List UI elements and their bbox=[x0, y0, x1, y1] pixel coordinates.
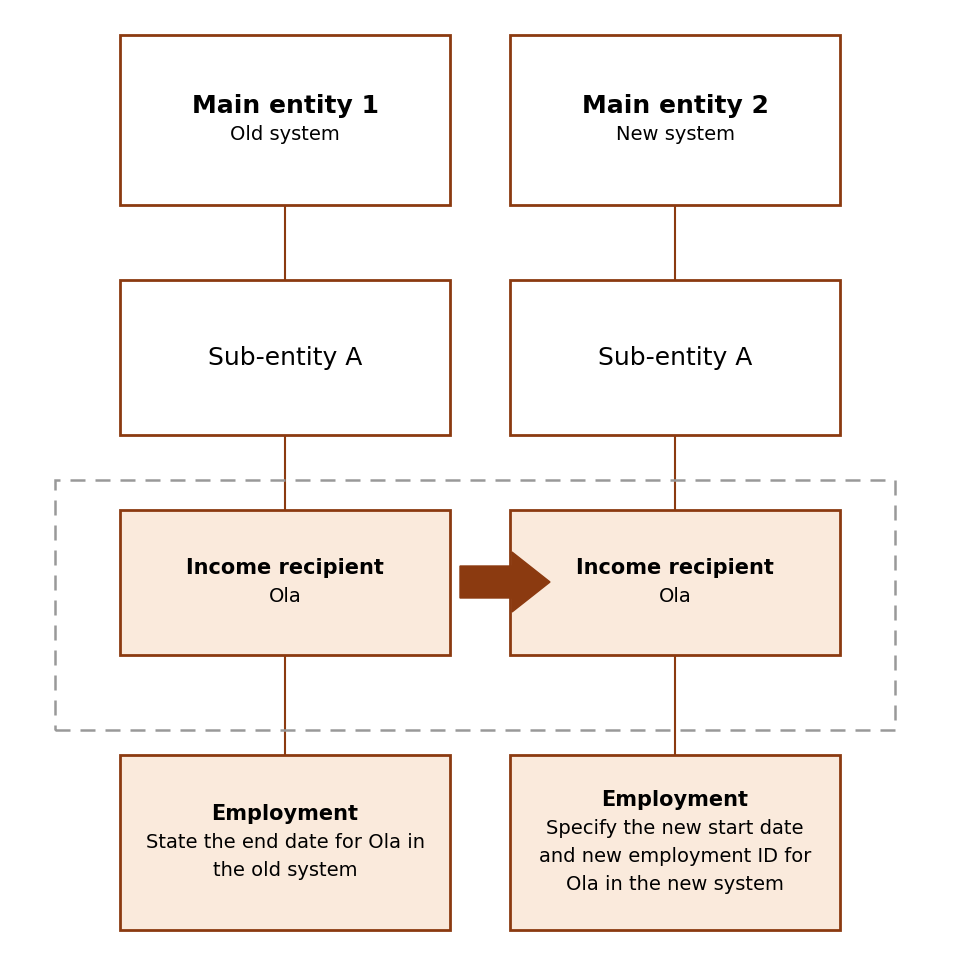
Bar bbox=[510, 510, 840, 655]
Bar bbox=[120, 35, 450, 205]
Text: Old system: Old system bbox=[230, 124, 339, 143]
Bar bbox=[510, 280, 840, 435]
Bar bbox=[510, 755, 840, 930]
Bar bbox=[120, 510, 450, 655]
FancyArrow shape bbox=[459, 552, 550, 612]
Text: Main entity 2: Main entity 2 bbox=[581, 94, 767, 118]
Text: the old system: the old system bbox=[213, 861, 356, 880]
Text: Main entity 1: Main entity 1 bbox=[192, 94, 378, 118]
Bar bbox=[120, 755, 450, 930]
Bar bbox=[55, 480, 894, 730]
Text: Employment: Employment bbox=[212, 804, 358, 825]
Text: Sub-entity A: Sub-entity A bbox=[208, 346, 362, 369]
Text: Specify the new start date: Specify the new start date bbox=[546, 819, 803, 838]
Text: Ola: Ola bbox=[658, 587, 691, 606]
Text: State the end date for Ola in: State the end date for Ola in bbox=[146, 833, 424, 852]
Text: Income recipient: Income recipient bbox=[186, 558, 383, 578]
Text: New system: New system bbox=[615, 124, 734, 143]
Text: Income recipient: Income recipient bbox=[576, 558, 773, 578]
Bar bbox=[120, 280, 450, 435]
Text: Sub-entity A: Sub-entity A bbox=[598, 346, 751, 369]
Bar bbox=[510, 35, 840, 205]
Text: Employment: Employment bbox=[601, 791, 748, 810]
Text: and new employment ID for: and new employment ID for bbox=[538, 847, 810, 866]
Text: Ola in the new system: Ola in the new system bbox=[565, 875, 783, 894]
Text: Ola: Ola bbox=[269, 587, 301, 606]
